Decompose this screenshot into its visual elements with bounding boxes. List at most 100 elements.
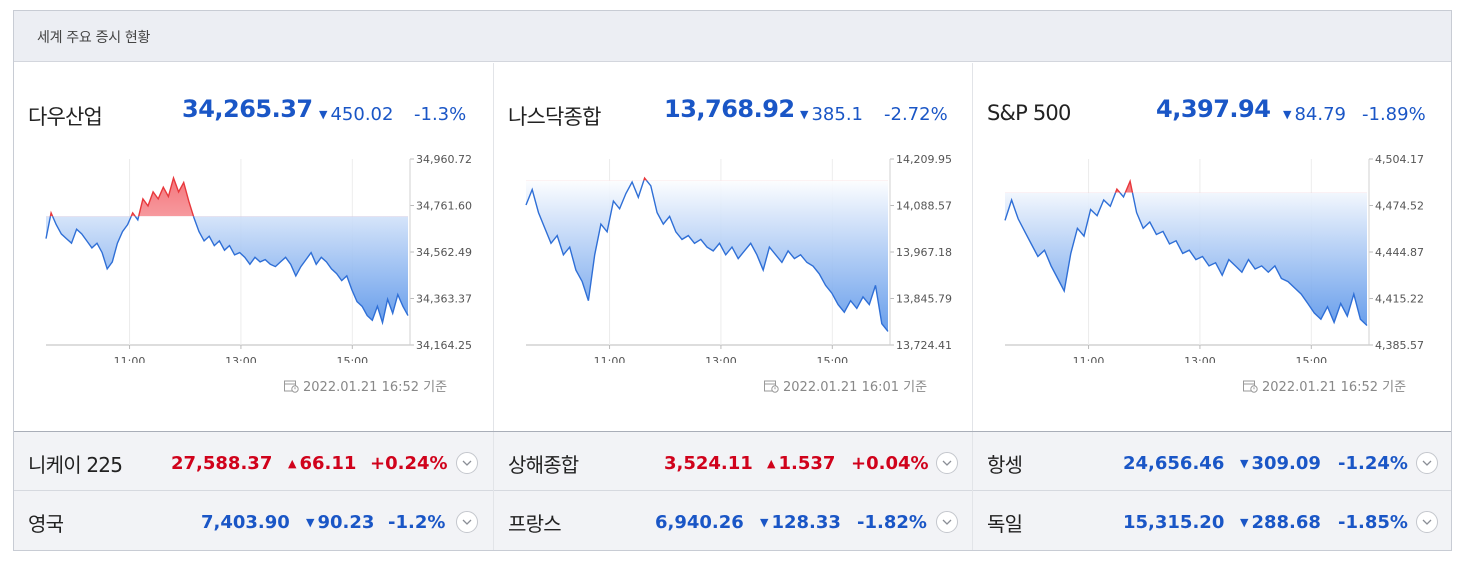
index-change: ▼ 309.09	[1240, 453, 1321, 474]
x-tick-label: 15:00	[816, 355, 848, 363]
chevron-down-icon	[462, 519, 472, 525]
y-tick-label: 14,088.57	[896, 200, 952, 213]
index-change-percent: -2.72%	[884, 104, 948, 125]
chevron-down-icon	[1422, 519, 1432, 525]
index-change-percent: -1.89%	[1362, 104, 1426, 125]
calendar-clock-icon	[764, 380, 779, 393]
index-change-percent: -1.24%	[1338, 453, 1408, 474]
y-tick-label: 4,474.52	[1375, 200, 1424, 213]
index-name: 독일	[987, 512, 1023, 536]
price-line-below	[45, 216, 409, 326]
index-change: ▲ 1.537	[767, 453, 836, 474]
x-tick-label: 11:00	[594, 355, 626, 363]
index-name: 프랑스	[508, 512, 562, 536]
index-price: 27,588.37	[171, 453, 273, 474]
below-reference-area	[526, 180, 888, 332]
y-tick-label: 14,209.95	[896, 153, 952, 166]
index-change: ▼ 385.1	[800, 104, 863, 125]
widget-title: 세계 주요 증시 현황	[37, 30, 151, 46]
x-tick-label: 13:00	[705, 355, 737, 363]
y-tick-label: 4,385.57	[1375, 339, 1424, 352]
index-change-percent: -1.85%	[1338, 512, 1408, 533]
y-tick-label: 34,164.25	[416, 339, 472, 352]
triangle-down-icon: ▼	[760, 516, 769, 529]
intraday-chart-sp500: 11:00 13:00 15:00 4,504.17 4,474.52 4,444.87 4…	[1004, 153, 1424, 363]
calendar-clock-icon	[284, 380, 299, 393]
chevron-down-icon	[942, 519, 952, 525]
index-row: 니케이 225 27,588.37 ▲ 66.11 +0.24% 상해종합 3,5…	[14, 432, 1451, 491]
calendar-clock-icon	[1243, 380, 1258, 393]
index-change: ▼ 450.02	[319, 104, 394, 125]
triangle-down-icon: ▼	[306, 516, 315, 529]
section-divider	[14, 431, 1451, 432]
index-panel-dow[interactable]: 다우산업 34,265.37 ▼ 450.02 -1.3% 11:00 13:00 1…	[14, 63, 493, 431]
triangle-up-icon: ▲	[288, 457, 297, 470]
y-tick-label: 13,724.41	[896, 339, 952, 352]
y-tick-label: 13,967.18	[896, 246, 952, 259]
index-cell-france[interactable]: 프랑스 6,940.26 ▼ 128.33 -1.82%	[493, 491, 972, 550]
triangle-down-icon: ▼	[1240, 516, 1249, 529]
index-name: S&P 500	[987, 101, 1071, 125]
index-name: 항셍	[987, 453, 1023, 477]
x-tick-label: 15:00	[1295, 355, 1327, 363]
index-change: ▼ 84.79	[1283, 104, 1346, 125]
expand-button[interactable]	[456, 511, 478, 533]
below-reference-area	[46, 216, 408, 323]
intraday-chart-nasdaq: 11:00 13:00 15:00 14,209.95 14,088.57 13,967.…	[525, 153, 952, 363]
index-timestamp: 2022.01.21 16:52 기준	[1243, 376, 1406, 395]
below-reference-area	[1005, 192, 1367, 326]
index-name: 영국	[28, 512, 64, 536]
index-price: 13,768.92	[664, 95, 795, 123]
x-tick-label: 11:00	[1073, 355, 1105, 363]
chevron-down-icon	[942, 460, 952, 466]
x-tick-label: 15:00	[336, 355, 368, 363]
widget-header: 세계 주요 증시 현황	[14, 11, 1451, 62]
index-change: ▼ 288.68	[1240, 512, 1321, 533]
index-change: ▼ 90.23	[306, 512, 375, 533]
index-cell-nikkei[interactable]: 니케이 225 27,588.37 ▲ 66.11 +0.24%	[14, 432, 493, 491]
triangle-up-icon: ▲	[767, 457, 776, 470]
triangle-down-icon: ▼	[1283, 108, 1292, 121]
index-name: 상해종합	[508, 453, 579, 477]
x-tick-label: 11:00	[114, 355, 146, 363]
y-tick-label: 4,444.87	[1375, 246, 1424, 259]
expand-button[interactable]	[936, 511, 958, 533]
index-cell-germany[interactable]: 독일 15,315.20 ▼ 288.68 -1.85%	[972, 491, 1451, 550]
index-timestamp: 2022.01.21 16:52 기준	[284, 376, 447, 395]
index-price: 7,403.90	[201, 512, 290, 533]
index-name: 니케이 225	[28, 453, 123, 477]
index-cell-shanghai[interactable]: 상해종합 3,524.11 ▲ 1.537 +0.04%	[493, 432, 972, 491]
expand-button[interactable]	[936, 452, 958, 474]
index-cell-hangseng[interactable]: 항셍 24,656.46 ▼ 309.09 -1.24%	[972, 432, 1451, 491]
y-tick-label: 4,504.17	[1375, 153, 1424, 166]
index-price: 4,397.94	[1156, 95, 1271, 123]
price-line-below	[1004, 192, 1368, 327]
index-price: 24,656.46	[1123, 453, 1225, 474]
triangle-down-icon: ▼	[1240, 457, 1249, 470]
index-change: ▲ 66.11	[288, 453, 357, 474]
y-tick-label: 34,761.60	[416, 200, 472, 213]
world-markets-widget: 세계 주요 증시 현황 다우산업 34,265.37 ▼ 450.02 -1.3%…	[13, 10, 1452, 551]
expand-button[interactable]	[456, 452, 478, 474]
expand-button[interactable]	[1416, 511, 1438, 533]
intraday-chart-dow: 11:00 13:00 15:00 34,960.72 34,761.60 34,562.…	[45, 153, 472, 363]
expand-button[interactable]	[1416, 452, 1438, 474]
triangle-down-icon: ▼	[800, 108, 809, 121]
index-price: 3,524.11	[664, 453, 753, 474]
y-tick-label: 34,562.49	[416, 246, 472, 259]
index-panel-sp500[interactable]: S&P 500 4,397.94 ▼ 84.79 -1.89% 11:00 13:0…	[972, 63, 1451, 431]
index-panel-nasdaq[interactable]: 나스닥종합 13,768.92 ▼ 385.1 -2.72% 11:00 13:00…	[493, 63, 972, 431]
y-tick-label: 34,363.37	[416, 293, 472, 306]
index-change: ▼ 128.33	[760, 512, 841, 533]
index-change-percent: +0.24%	[370, 453, 448, 474]
price-line-below	[525, 180, 889, 332]
y-tick-label: 34,960.72	[416, 153, 472, 166]
index-price: 15,315.20	[1123, 512, 1225, 533]
index-cell-uk[interactable]: 영국 7,403.90 ▼ 90.23 -1.2%	[14, 491, 493, 550]
x-tick-label: 13:00	[1184, 355, 1216, 363]
index-change-percent: -1.3%	[414, 104, 467, 125]
index-price: 6,940.26	[655, 512, 744, 533]
index-price: 34,265.37	[182, 95, 313, 123]
index-name: 다우산업	[28, 105, 103, 129]
index-change-percent: -1.2%	[388, 512, 446, 533]
